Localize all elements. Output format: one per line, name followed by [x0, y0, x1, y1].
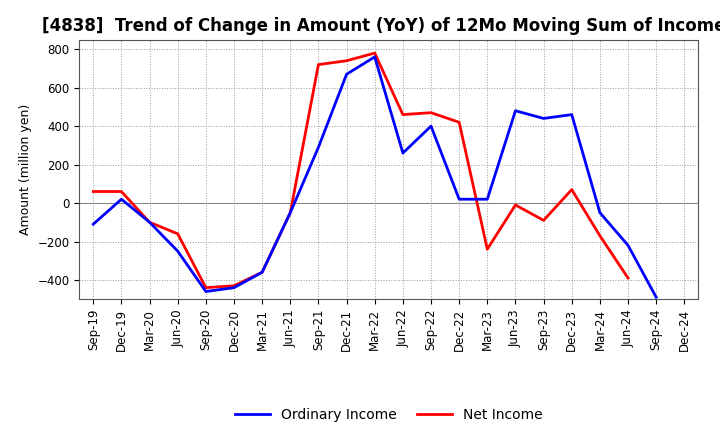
- Net Income: [624, 275, 632, 281]
- Ordinary Income: [511, 108, 520, 114]
- Net Income: [314, 62, 323, 67]
- Net Income: [370, 51, 379, 56]
- Ordinary Income: [342, 72, 351, 77]
- Ordinary Income: [117, 197, 126, 202]
- Net Income: [145, 220, 154, 225]
- Net Income: [399, 112, 408, 117]
- Ordinary Income: [286, 210, 294, 215]
- Net Income: [539, 218, 548, 223]
- Net Income: [342, 58, 351, 63]
- Ordinary Income: [595, 210, 604, 215]
- Ordinary Income: [145, 220, 154, 225]
- Ordinary Income: [567, 112, 576, 117]
- Ordinary Income: [539, 116, 548, 121]
- Ordinary Income: [258, 270, 266, 275]
- Ordinary Income: [370, 54, 379, 59]
- Net Income: [117, 189, 126, 194]
- Net Income: [89, 189, 98, 194]
- Net Income: [202, 285, 210, 290]
- Y-axis label: Amount (million yen): Amount (million yen): [19, 104, 32, 235]
- Net Income: [483, 246, 492, 252]
- Net Income: [286, 210, 294, 215]
- Net Income: [174, 231, 182, 236]
- Net Income: [455, 120, 464, 125]
- Ordinary Income: [174, 249, 182, 254]
- Title: [4838]  Trend of Change in Amount (YoY) of 12Mo Moving Sum of Incomes: [4838] Trend of Change in Amount (YoY) o…: [42, 17, 720, 35]
- Ordinary Income: [652, 295, 660, 300]
- Net Income: [258, 270, 266, 275]
- Ordinary Income: [230, 285, 238, 290]
- Ordinary Income: [624, 243, 632, 248]
- Net Income: [511, 202, 520, 208]
- Ordinary Income: [89, 222, 98, 227]
- Net Income: [427, 110, 436, 115]
- Ordinary Income: [427, 124, 436, 129]
- Net Income: [595, 233, 604, 238]
- Ordinary Income: [314, 145, 323, 150]
- Net Income: [567, 187, 576, 192]
- Ordinary Income: [202, 289, 210, 294]
- Legend: Ordinary Income, Net Income: Ordinary Income, Net Income: [229, 402, 549, 427]
- Ordinary Income: [399, 150, 408, 156]
- Ordinary Income: [455, 197, 464, 202]
- Line: Net Income: Net Income: [94, 53, 628, 288]
- Ordinary Income: [483, 197, 492, 202]
- Line: Ordinary Income: Ordinary Income: [94, 57, 656, 297]
- Net Income: [230, 283, 238, 288]
